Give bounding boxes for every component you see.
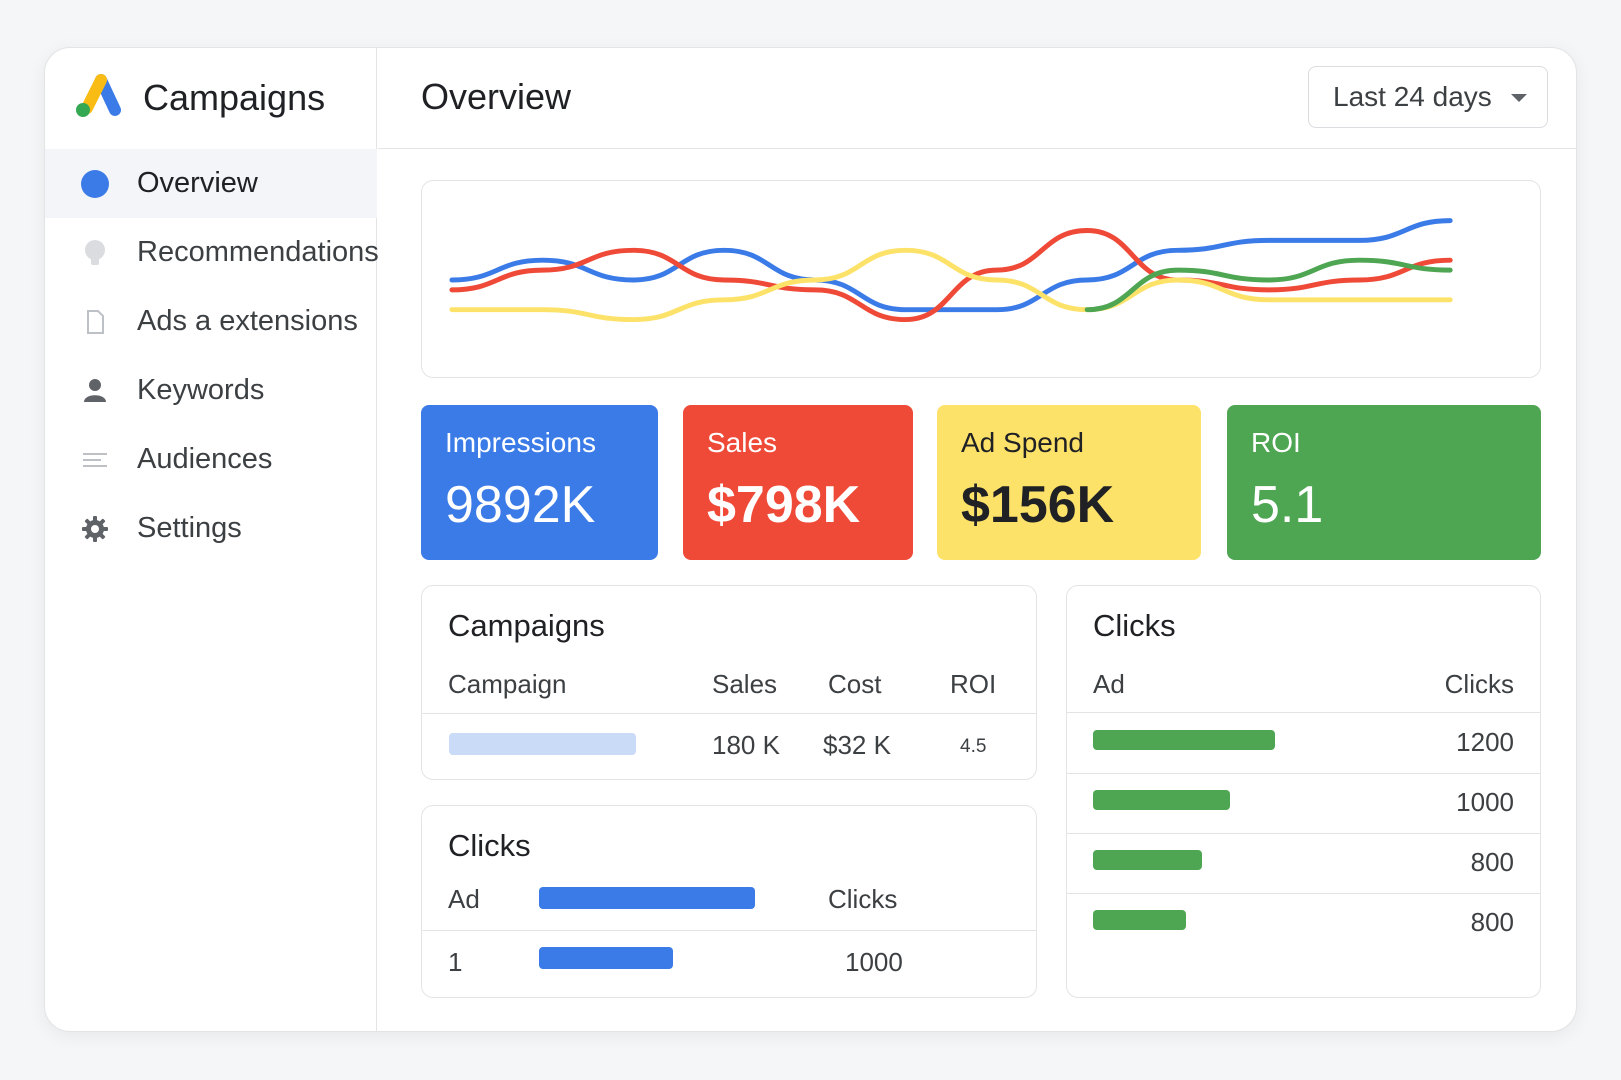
sidebar-item-label: Ads a extensions bbox=[137, 305, 358, 337]
sidebar-nav: Overview Recommendations Ads a extension… bbox=[45, 149, 379, 563]
metric-card-ad-spend[interactable]: Ad Spend $156K bbox=[937, 405, 1201, 560]
chart-series-line-0 bbox=[449, 218, 1453, 313]
cell-clicks: 1000 bbox=[1456, 787, 1514, 817]
sidebar-item-audiences[interactable]: Audiences bbox=[45, 425, 377, 494]
metric-card-roi[interactable]: ROI 5.1 bbox=[1227, 405, 1541, 560]
lightbulb-icon bbox=[81, 239, 109, 267]
chart-series-line-2 bbox=[449, 247, 1453, 323]
sidebar-item-settings[interactable]: Settings bbox=[45, 494, 377, 563]
google-ads-logo-icon bbox=[71, 72, 123, 125]
clicks-bar bbox=[1093, 730, 1275, 750]
header-bar bbox=[539, 887, 755, 909]
divider bbox=[1067, 773, 1540, 774]
clicks-bar bbox=[1093, 790, 1230, 810]
metric-label: Sales bbox=[707, 427, 778, 458]
brand-title: Campaigns bbox=[143, 77, 326, 118]
sidebar-item-label: Settings bbox=[137, 512, 242, 544]
cell-clicks: 800 bbox=[1470, 907, 1514, 937]
campaigns-table-card: Campaigns Campaign Sales Cost ROI 180 K … bbox=[421, 585, 1037, 780]
metric-value: $798K bbox=[707, 476, 861, 534]
date-range-dropdown[interactable]: Last 24 days bbox=[1308, 66, 1548, 128]
gear-icon bbox=[81, 515, 109, 543]
page-title: Overview bbox=[421, 76, 572, 117]
sidebar-item-overview[interactable]: Overview bbox=[45, 149, 377, 218]
card-title: Clicks bbox=[448, 828, 531, 863]
dot-icon bbox=[81, 169, 109, 198]
person-icon bbox=[81, 377, 109, 405]
metric-value: 5.1 bbox=[1251, 476, 1324, 534]
sidebar-item-label: Keywords bbox=[137, 374, 265, 406]
column-header-ad[interactable]: Ad bbox=[448, 884, 480, 914]
clicks-table-card-left: Clicks Ad Clicks 1 1000 bbox=[421, 805, 1037, 998]
sidebar-item-label: Audiences bbox=[137, 443, 273, 475]
divider bbox=[1067, 893, 1540, 894]
sidebar-item-keywords[interactable]: Keywords bbox=[45, 356, 377, 425]
card-title: Clicks bbox=[1093, 608, 1176, 643]
divider bbox=[422, 713, 1036, 714]
sidebar-item-label: Overview bbox=[137, 167, 258, 199]
campaign-name-placeholder bbox=[449, 733, 636, 755]
sidebar-item-ads-extensions[interactable]: Ads a extensions bbox=[45, 287, 377, 356]
date-range-label: Last 24 days bbox=[1333, 81, 1492, 112]
column-header-ad[interactable]: Ad bbox=[1093, 669, 1125, 699]
column-header-campaign[interactable]: Campaign bbox=[448, 669, 567, 699]
cell-clicks: 1000 bbox=[845, 947, 903, 977]
metric-card-sales[interactable]: Sales $798K bbox=[683, 405, 913, 560]
card-title: Campaigns bbox=[448, 608, 605, 643]
column-header-clicks[interactable]: Clicks bbox=[1444, 669, 1514, 699]
clicks-bar bbox=[1093, 910, 1186, 930]
sidebar: Campaigns Overview Recommendations Ads a… bbox=[45, 48, 379, 1031]
lines-icon bbox=[81, 446, 109, 474]
column-header-cost[interactable]: Cost bbox=[828, 669, 882, 699]
metric-label: Ad Spend bbox=[961, 427, 1084, 458]
divider bbox=[1067, 712, 1540, 713]
chart-series-line-1 bbox=[449, 228, 1453, 323]
header: Overview Last 24 days bbox=[378, 48, 1576, 149]
metric-value: 9892K bbox=[445, 476, 596, 534]
cell-roi: 4.5 bbox=[960, 736, 987, 757]
cell-clicks: 1200 bbox=[1456, 727, 1514, 757]
metric-value: $156K bbox=[961, 476, 1115, 534]
column-header-sales[interactable]: Sales bbox=[712, 669, 778, 699]
metric-card-impressions[interactable]: Impressions 9892K bbox=[421, 405, 658, 560]
cell-ad: 1 bbox=[448, 947, 463, 977]
metric-label: ROI bbox=[1251, 427, 1301, 458]
clicks-bar bbox=[1093, 850, 1202, 870]
cell-cost: $32 K bbox=[823, 730, 891, 760]
sidebar-item-recommendations[interactable]: Recommendations bbox=[45, 218, 379, 287]
brand[interactable]: Campaigns bbox=[71, 72, 326, 125]
sidebar-item-label: Recommendations bbox=[137, 236, 379, 268]
line-chart bbox=[449, 218, 1453, 323]
line-chart-card bbox=[421, 180, 1541, 378]
divider bbox=[1067, 833, 1540, 834]
metric-label: Impressions bbox=[445, 427, 596, 458]
column-header-roi[interactable]: ROI bbox=[950, 669, 997, 699]
cell-clicks: 800 bbox=[1470, 847, 1514, 877]
clicks-table-card-right: Clicks Ad Clicks 1200 1000 800 800 bbox=[1066, 585, 1541, 998]
cell-sales: 180 K bbox=[712, 730, 780, 760]
chart-series-line-3 bbox=[1084, 257, 1453, 313]
divider bbox=[422, 930, 1036, 931]
clicks-bar bbox=[539, 947, 673, 969]
document-icon bbox=[81, 308, 109, 336]
column-header-clicks[interactable]: Clicks bbox=[828, 884, 898, 914]
app-window: Campaigns Overview Recommendations Ads a… bbox=[44, 47, 1577, 1032]
chevron-down-icon bbox=[1511, 94, 1527, 102]
